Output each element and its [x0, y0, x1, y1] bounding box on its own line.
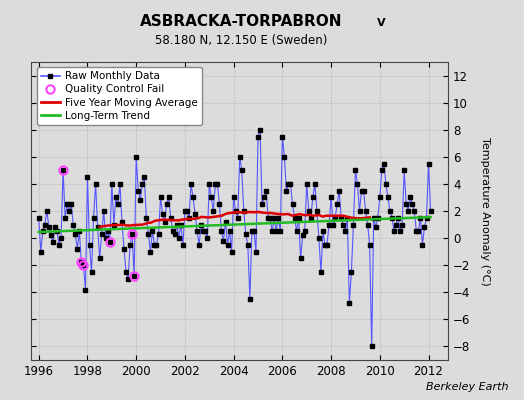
Legend: Raw Monthly Data, Quality Control Fail, Five Year Moving Average, Long-Term Tren: Raw Monthly Data, Quality Control Fail, …	[37, 67, 202, 125]
Text: Berkeley Earth: Berkeley Earth	[426, 382, 508, 392]
Text: V: V	[377, 18, 386, 28]
Text: 58.180 N, 12.150 E (Sweden): 58.180 N, 12.150 E (Sweden)	[155, 34, 327, 47]
Text: ASBRACKA-TORPABRON: ASBRACKA-TORPABRON	[140, 14, 342, 29]
Y-axis label: Temperature Anomaly (°C): Temperature Anomaly (°C)	[479, 137, 490, 285]
